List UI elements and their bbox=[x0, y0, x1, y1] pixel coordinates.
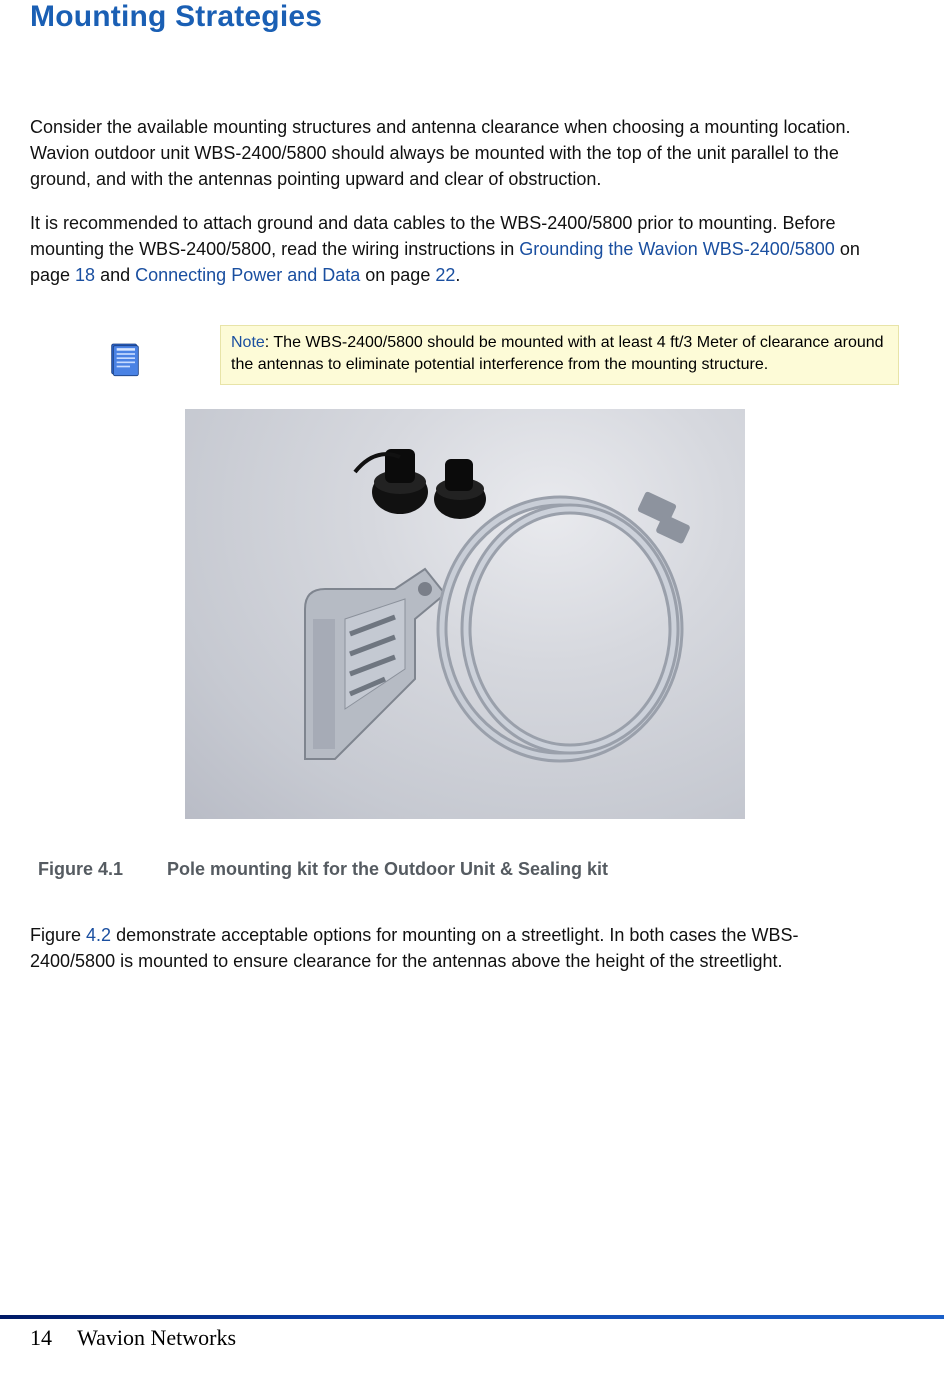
page-ref-22[interactable]: 22 bbox=[435, 265, 455, 285]
paragraph-figure-ref: Figure 4.2 demonstrate acceptable option… bbox=[30, 922, 870, 974]
text-run: demonstrate acceptable options for mount… bbox=[30, 925, 798, 971]
page-number: 14 bbox=[30, 1325, 72, 1351]
link-connecting-power[interactable]: Connecting Power and Data bbox=[135, 265, 360, 285]
page-ref-18[interactable]: 18 bbox=[75, 265, 95, 285]
figure-number: Figure 4.1 bbox=[38, 859, 123, 880]
figure-4-1 bbox=[30, 409, 899, 819]
hose-clamps-illustration bbox=[420, 479, 700, 779]
text-run: and bbox=[95, 265, 135, 285]
page-footer: 14 Wavion Networks bbox=[0, 1315, 944, 1351]
figure-ref-4-2[interactable]: 4.2 bbox=[86, 925, 111, 945]
footer-organization: Wavion Networks bbox=[77, 1325, 236, 1350]
note-block: Note: The WBS-2400/5800 should be mounte… bbox=[30, 325, 899, 386]
link-grounding[interactable]: Grounding the Wavion WBS-2400/5800 bbox=[519, 239, 835, 259]
footer-text: 14 Wavion Networks bbox=[0, 1325, 944, 1351]
note-icon bbox=[30, 325, 220, 379]
paragraph-wiring: It is recommended to attach ground and d… bbox=[30, 210, 870, 288]
text-run: on page bbox=[360, 265, 435, 285]
figure-title: Pole mounting kit for the Outdoor Unit &… bbox=[167, 859, 608, 880]
note-box: Note: The WBS-2400/5800 should be mounte… bbox=[220, 325, 899, 386]
note-text: : The WBS-2400/5800 should be mounted wi… bbox=[231, 334, 884, 373]
paragraph-intro: Consider the available mounting structur… bbox=[30, 114, 870, 192]
body-block: Consider the available mounting structur… bbox=[30, 114, 899, 975]
figure-caption: Figure 4.1 Pole mounting kit for the Out… bbox=[38, 859, 899, 880]
page: Mounting Strategies Consider the availab… bbox=[0, 0, 944, 1373]
text-run: . bbox=[455, 265, 460, 285]
text-run: Figure bbox=[30, 925, 86, 945]
footer-rule bbox=[0, 1315, 944, 1319]
section-heading: Mounting Strategies bbox=[30, 0, 899, 34]
figure-image bbox=[185, 409, 745, 819]
note-label: Note bbox=[231, 334, 265, 351]
